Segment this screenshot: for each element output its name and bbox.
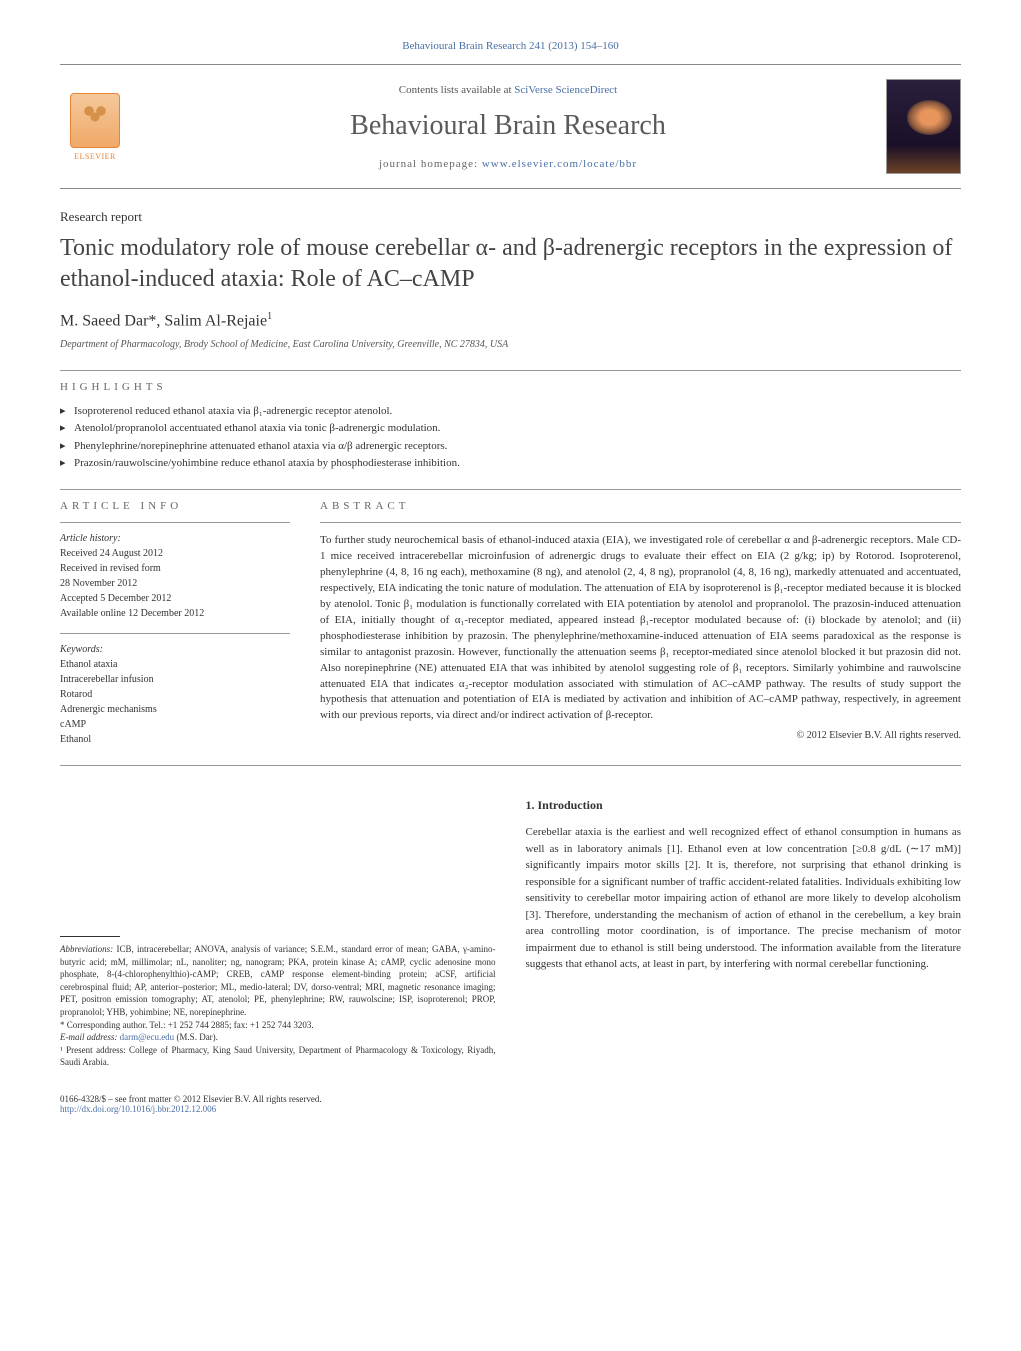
- abbrev-label: Abbreviations:: [60, 944, 113, 954]
- abstract-copyright: © 2012 Elsevier B.V. All rights reserved…: [320, 730, 961, 741]
- homepage-prefix: journal homepage:: [379, 158, 482, 170]
- journal-header: ELSEVIER Contents lists available at Sci…: [60, 64, 961, 189]
- page-footer: 0166-4328/$ – see front matter © 2012 El…: [60, 1094, 961, 1114]
- right-column: 1. Introduction Cerebellar ataxia is the…: [526, 796, 962, 1069]
- body-columns: Abbreviations: ICB, intracerebellar; ANO…: [60, 796, 961, 1069]
- doi-link[interactable]: http://dx.doi.org/10.1016/j.bbr.2012.12.…: [60, 1104, 216, 1114]
- left-column: Abbreviations: ICB, intracerebellar; ANO…: [60, 796, 496, 1069]
- footnote-rule: [60, 936, 120, 937]
- highlight-item: Isoproterenol reduced ethanol ataxia via…: [60, 403, 961, 421]
- author-names: M. Saeed Dar*, Salim Al-Rejaie: [60, 313, 267, 330]
- divider: [60, 522, 290, 523]
- keywords-label: Keywords:: [60, 644, 290, 655]
- keyword: Intracerebellar infusion: [60, 672, 290, 687]
- present-address: ¹ Present address: College of Pharmacy, …: [60, 1044, 496, 1069]
- keyword: Ethanol: [60, 732, 290, 747]
- keywords-list: Ethanol ataxia Intracerebellar infusion …: [60, 657, 290, 747]
- highlights-block: Isoproterenol reduced ethanol ataxia via…: [60, 403, 961, 473]
- email-label: E-mail address:: [60, 1032, 120, 1042]
- article-type: Research report: [60, 209, 961, 225]
- keyword: Rotarod: [60, 687, 290, 702]
- affiliation: Department of Pharmacology, Brody School…: [60, 339, 961, 350]
- abbreviations-block: Abbreviations: ICB, intracerebellar; ANO…: [60, 943, 496, 1019]
- homepage-line: journal homepage: www.elsevier.com/locat…: [130, 158, 886, 170]
- authors: M. Saeed Dar*, Salim Al-Rejaie1: [60, 311, 961, 330]
- highlight-item: Phenylephrine/norepinephrine attenuated …: [60, 438, 961, 456]
- divider: [60, 489, 961, 490]
- email-line: E-mail address: darm@ecu.edu (M.S. Dar).: [60, 1031, 496, 1044]
- keyword: Ethanol ataxia: [60, 657, 290, 672]
- sciverse-link[interactable]: SciVerse ScienceDirect: [514, 84, 617, 96]
- header-center: Contents lists available at SciVerse Sci…: [130, 84, 886, 170]
- footnotes: Abbreviations: ICB, intracerebellar; ANO…: [60, 943, 496, 1069]
- journal-name: Behavioural Brain Research: [130, 110, 886, 142]
- issn-line: 0166-4328/$ – see front matter © 2012 El…: [60, 1094, 961, 1104]
- highlights-heading: HIGHLIGHTS: [60, 381, 961, 393]
- article-title: Tonic modulatory role of mouse cerebella…: [60, 233, 961, 295]
- history-label: Article history:: [60, 533, 290, 544]
- abstract-text: To further study neurochemical basis of …: [320, 533, 961, 724]
- journal-cover-thumbnail: [886, 79, 961, 174]
- article-info-heading: ARTICLE INFO: [60, 500, 290, 512]
- abbrev-text: ICB, intracerebellar; ANOVA, analysis of…: [60, 944, 496, 1017]
- journal-reference: Behavioural Brain Research 241 (2013) 15…: [60, 40, 961, 52]
- intro-heading: 1. Introduction: [526, 796, 962, 814]
- keyword: cAMP: [60, 717, 290, 732]
- author-footnote-marker: 1: [267, 311, 272, 322]
- email-link[interactable]: darm@ecu.edu: [120, 1032, 175, 1042]
- highlights-list: Isoproterenol reduced ethanol ataxia via…: [60, 403, 961, 473]
- history-text: Received 24 August 2012 Received in revi…: [60, 546, 290, 621]
- email-suffix: (M.S. Dar).: [174, 1032, 218, 1042]
- contents-line: Contents lists available at SciVerse Sci…: [130, 84, 886, 96]
- info-abstract-row: ARTICLE INFO Article history: Received 2…: [60, 500, 961, 747]
- contents-prefix: Contents lists available at: [399, 84, 514, 96]
- divider: [320, 522, 961, 523]
- intro-paragraph: Cerebellar ataxia is the earliest and we…: [526, 824, 962, 973]
- highlight-item: Prazosin/rauwolscine/yohimbine reduce et…: [60, 455, 961, 473]
- corresponding-author: * Corresponding author. Tel.: +1 252 744…: [60, 1019, 496, 1032]
- homepage-link[interactable]: www.elsevier.com/locate/bbr: [482, 158, 637, 170]
- abstract-heading: ABSTRACT: [320, 500, 961, 512]
- divider: [60, 370, 961, 371]
- article-info-column: ARTICLE INFO Article history: Received 2…: [60, 500, 290, 747]
- abstract-column: ABSTRACT To further study neurochemical …: [320, 500, 961, 747]
- publisher-label: ELSEVIER: [74, 152, 116, 161]
- publisher-logo: ELSEVIER: [60, 87, 130, 167]
- keyword: Adrenergic mechanisms: [60, 702, 290, 717]
- elsevier-tree-icon: [70, 93, 120, 148]
- divider: [60, 765, 961, 766]
- highlight-item: Atenolol/propranolol accentuated ethanol…: [60, 420, 961, 438]
- divider: [60, 633, 290, 634]
